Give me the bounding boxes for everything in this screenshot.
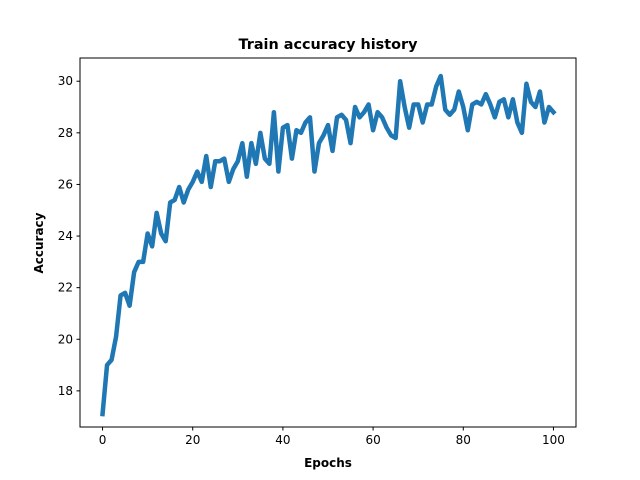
y-tick-label: 18 [58, 384, 73, 398]
y-tick-label: 22 [58, 281, 73, 295]
x-tick-label: 80 [456, 433, 471, 447]
y-tick-label: 20 [58, 332, 73, 346]
x-tick-label: 60 [365, 433, 380, 447]
x-tick-label: 40 [275, 433, 290, 447]
series-line-0 [100, 73, 557, 417]
chart-title: Train accuracy history [239, 37, 419, 53]
y-tick-label: 30 [58, 74, 73, 88]
y-tick-label: 28 [58, 126, 73, 140]
x-axis-label: Epochs [304, 456, 352, 470]
x-axis-ticks: 0 20 40 60 80 100 [99, 427, 565, 447]
x-tick-label: 20 [185, 433, 200, 447]
x-tick-label: 0 [99, 433, 107, 447]
axes-frame [79, 57, 577, 428]
y-tick-label: 24 [58, 229, 73, 243]
y-axis-ticks: 18 20 22 24 26 28 30 [58, 74, 80, 398]
y-axis-label: Accuracy [32, 212, 46, 273]
y-tick-label: 26 [58, 177, 73, 191]
x-tick-label: 100 [542, 433, 565, 447]
plot-area [100, 73, 557, 417]
